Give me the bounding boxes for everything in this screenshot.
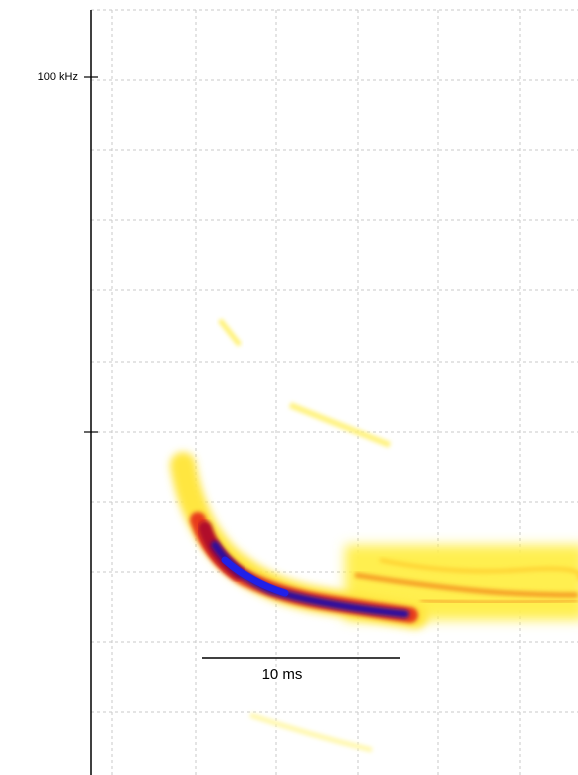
- y-tick-label: 100 kHz: [38, 71, 78, 83]
- grid: [91, 9, 578, 775]
- spectrogram-energy: [170, 318, 578, 753]
- scale-bar-label: 10 ms: [262, 666, 303, 683]
